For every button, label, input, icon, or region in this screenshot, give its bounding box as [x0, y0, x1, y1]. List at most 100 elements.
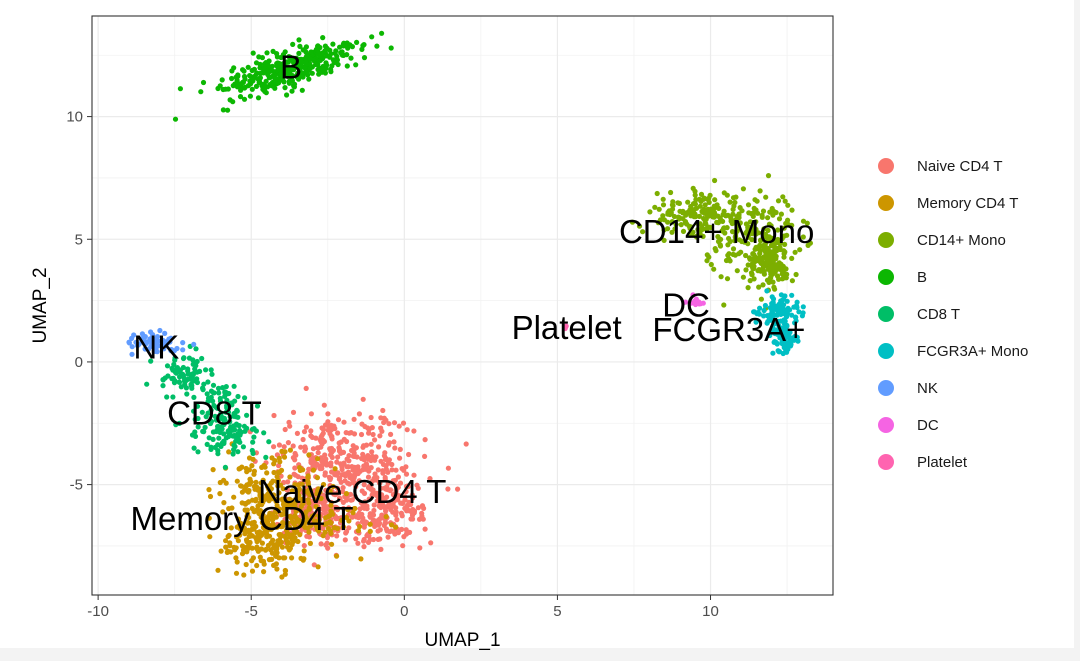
- data-point: [445, 465, 451, 471]
- data-point: [343, 491, 350, 497]
- data-point: [371, 476, 377, 482]
- data-point: [319, 439, 325, 445]
- data-point: [698, 191, 705, 197]
- data-point: [324, 504, 330, 510]
- data-point: [192, 366, 198, 372]
- data-point: [684, 210, 691, 216]
- data-point: [385, 460, 392, 466]
- data-point: [148, 358, 154, 364]
- legend-label: CD14+ Mono: [917, 232, 1006, 249]
- data-point: [310, 446, 316, 452]
- data-point: [334, 553, 340, 559]
- data-point: [231, 383, 237, 389]
- data-point: [385, 469, 391, 475]
- data-point: [250, 439, 256, 445]
- data-point: [308, 523, 314, 529]
- data-point: [281, 454, 288, 460]
- data-point: [222, 464, 228, 470]
- data-point: [266, 490, 272, 497]
- data-point: [691, 214, 697, 220]
- data-point: [305, 489, 311, 496]
- data-point: [223, 544, 229, 550]
- data-point: [360, 451, 366, 457]
- data-point: [382, 520, 388, 526]
- data-point: [757, 251, 763, 257]
- data-point: [746, 210, 752, 216]
- data-point: [353, 536, 359, 542]
- data-point: [665, 226, 671, 232]
- data-point: [755, 309, 761, 316]
- data-point: [315, 456, 321, 462]
- data-point: [234, 408, 240, 414]
- data-point: [245, 64, 251, 70]
- data-point: [765, 215, 771, 221]
- data-point: [301, 429, 308, 435]
- data-point: [763, 194, 769, 200]
- data-point: [318, 495, 324, 502]
- data-point: [233, 414, 239, 420]
- data-point: [758, 238, 764, 244]
- data-point: [730, 211, 736, 217]
- data-point: [392, 531, 398, 537]
- data-point: [258, 558, 264, 564]
- data-point: [323, 456, 329, 462]
- data-point: [310, 467, 317, 473]
- data-point: [292, 58, 298, 64]
- data-point: [160, 383, 166, 389]
- data-point: [166, 336, 172, 342]
- data-point: [270, 48, 276, 55]
- data-point: [367, 528, 373, 535]
- data-point: [781, 225, 787, 231]
- data-point: [190, 357, 196, 363]
- data-point: [706, 254, 712, 260]
- legend-key: [878, 232, 894, 248]
- data-point: [172, 357, 178, 363]
- data-point: [129, 335, 135, 341]
- legend-label: Memory CD4 T: [917, 195, 1018, 212]
- data-point: [697, 203, 703, 209]
- data-point: [296, 37, 302, 43]
- data-point: [397, 493, 403, 499]
- data-point: [676, 216, 682, 222]
- data-point: [335, 454, 341, 460]
- data-point: [251, 426, 257, 432]
- data-point: [403, 531, 410, 537]
- data-point: [204, 441, 210, 447]
- y-tick-label: -5: [70, 477, 83, 494]
- data-point: [334, 525, 341, 532]
- data-point: [691, 207, 697, 213]
- data-point: [323, 487, 329, 493]
- data-point: [724, 276, 731, 282]
- data-point: [271, 469, 277, 476]
- data-point: [305, 497, 311, 503]
- data-point: [287, 474, 293, 480]
- data-point: [350, 509, 356, 516]
- data-point: [371, 507, 377, 514]
- data-point: [741, 239, 748, 245]
- data-point: [297, 532, 303, 538]
- data-point: [280, 486, 286, 492]
- data-point: [195, 424, 201, 430]
- data-point: [745, 202, 752, 208]
- data-point: [682, 219, 689, 225]
- data-point: [246, 487, 252, 494]
- data-point: [221, 477, 227, 483]
- data-point: [287, 423, 293, 429]
- data-point: [304, 53, 310, 60]
- data-point: [402, 497, 408, 503]
- data-point: [278, 467, 285, 473]
- data-point: [265, 63, 272, 69]
- data-point: [715, 238, 722, 245]
- data-point: [227, 414, 233, 420]
- data-point: [701, 206, 707, 212]
- data-point: [328, 475, 334, 481]
- data-point: [244, 513, 250, 519]
- data-point: [270, 478, 276, 484]
- x-tick-label: -10: [87, 603, 109, 620]
- data-point: [354, 39, 360, 46]
- data-point: [690, 229, 696, 235]
- data-point: [285, 520, 291, 526]
- data-point: [318, 444, 324, 450]
- data-point: [349, 44, 355, 50]
- data-point: [276, 455, 282, 461]
